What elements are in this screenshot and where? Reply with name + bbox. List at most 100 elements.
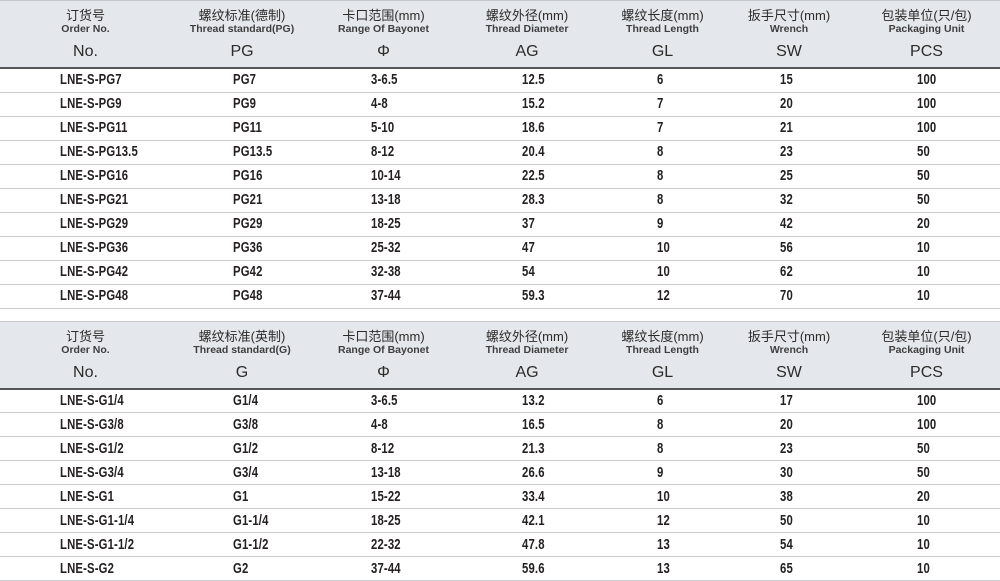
cell-value: 62 bbox=[780, 264, 793, 280]
cell-: 3-6.5 bbox=[313, 389, 454, 413]
cell-value: 9 bbox=[657, 216, 663, 232]
cell-value: 28.3 bbox=[522, 192, 545, 208]
cell-value: LNE-S-PG16 bbox=[60, 168, 128, 184]
cell-value: 47 bbox=[522, 240, 535, 256]
cell-value: 100 bbox=[917, 72, 936, 88]
cell-ag: 33.4 bbox=[454, 485, 600, 509]
cell-no: LNE-S-PG48 bbox=[0, 284, 171, 308]
cell-no: LNE-S-G3/4 bbox=[0, 461, 171, 485]
header-code: No. bbox=[2, 364, 169, 382]
cell-ag: 47 bbox=[454, 236, 600, 260]
cell-: 4-8 bbox=[313, 413, 454, 437]
cell-value: 50 bbox=[917, 192, 930, 208]
cell-value: 5-10 bbox=[371, 120, 394, 136]
cell-gl: 9 bbox=[600, 461, 725, 485]
header-label-en: Packaging Unit bbox=[855, 23, 998, 36]
cell-ag: 21.3 bbox=[454, 437, 600, 461]
cell-value: G1/4 bbox=[233, 393, 258, 409]
cell-: 13-18 bbox=[313, 188, 454, 212]
cell-value: 18-25 bbox=[371, 216, 401, 232]
cell-value: 10 bbox=[917, 288, 930, 304]
header-label-cn: 螺纹外径(mm) bbox=[456, 329, 598, 344]
cell-value: 10-14 bbox=[371, 168, 401, 184]
cell-value: 65 bbox=[780, 561, 793, 577]
cell-no: LNE-S-G1/2 bbox=[0, 437, 171, 461]
cell-no: LNE-S-PG11 bbox=[0, 116, 171, 140]
cell-value: 10 bbox=[657, 264, 670, 280]
cell-value: PG42 bbox=[233, 264, 263, 280]
cell-value: LNE-S-G1 bbox=[60, 489, 114, 505]
cell-value: PG13.5 bbox=[233, 144, 272, 160]
cell-sw: 30 bbox=[725, 461, 853, 485]
cell-gl: 6 bbox=[600, 389, 725, 413]
header-label-cn: 螺纹外径(mm) bbox=[456, 8, 598, 23]
cell-: 37-44 bbox=[313, 284, 454, 308]
cell-value: 10 bbox=[917, 264, 930, 280]
cell-value: 3-6.5 bbox=[371, 393, 398, 409]
cell-value: LNE-S-PG9 bbox=[60, 96, 122, 112]
cell-pcs: 10 bbox=[853, 284, 1000, 308]
cell-value: 10 bbox=[917, 240, 930, 256]
cell-value: LNE-S-G3/8 bbox=[60, 417, 124, 433]
cell-no: LNE-S-PG16 bbox=[0, 164, 171, 188]
header-code: SW bbox=[727, 364, 851, 382]
cell-value: 13-18 bbox=[371, 192, 401, 208]
cell-value: 20 bbox=[780, 96, 793, 112]
cell-gl: 13 bbox=[600, 533, 725, 557]
cell-ag: 13.2 bbox=[454, 389, 600, 413]
cell-value: LNE-S-G1/2 bbox=[60, 441, 124, 457]
cell-no: LNE-S-G1/4 bbox=[0, 389, 171, 413]
cell-value: 21.3 bbox=[522, 441, 545, 457]
cell-value: 10 bbox=[917, 537, 930, 553]
header-code: PG bbox=[173, 43, 311, 61]
cell-no: LNE-S-PG36 bbox=[0, 236, 171, 260]
header-label-cn: 螺纹标准(英制) bbox=[173, 329, 311, 344]
cell-sw: 70 bbox=[725, 284, 853, 308]
cell-: 4-8 bbox=[313, 92, 454, 116]
cell-gl: 6 bbox=[600, 68, 725, 92]
cell-gl: 10 bbox=[600, 485, 725, 509]
cell-sw: 20 bbox=[725, 413, 853, 437]
cell-value: PG11 bbox=[233, 120, 262, 136]
cell-ag: 54 bbox=[454, 260, 600, 284]
cell-no: LNE-S-PG42 bbox=[0, 260, 171, 284]
cell-pg: PG13.5 bbox=[171, 140, 313, 164]
cell-value: 22.5 bbox=[522, 168, 545, 184]
cell-value: 7 bbox=[657, 120, 663, 136]
cell-value: 50 bbox=[917, 144, 930, 160]
cell-value: 16.5 bbox=[522, 417, 545, 433]
cell-sw: 20 bbox=[725, 92, 853, 116]
header-label-en: Thread standard(G) bbox=[173, 344, 311, 357]
cell-value: 50 bbox=[917, 465, 930, 481]
cell-sw: 25 bbox=[725, 164, 853, 188]
cell-value: 18-25 bbox=[371, 513, 401, 529]
cell-value: 70 bbox=[780, 288, 793, 304]
cell-g: G1/2 bbox=[171, 437, 313, 461]
header-code: AG bbox=[456, 43, 598, 61]
cell-value: 13 bbox=[657, 537, 670, 553]
cell-g: G1-1/2 bbox=[171, 533, 313, 557]
cell-g: G1-1/4 bbox=[171, 509, 313, 533]
cell-value: 32 bbox=[780, 192, 793, 208]
cell-pcs: 50 bbox=[853, 164, 1000, 188]
cell-no: LNE-S-PG29 bbox=[0, 212, 171, 236]
cell-value: LNE-S-PG36 bbox=[60, 240, 128, 256]
cell-pcs: 10 bbox=[853, 236, 1000, 260]
cell-value: LNE-S-PG42 bbox=[60, 264, 128, 280]
cell-value: 4-8 bbox=[371, 417, 388, 433]
cell-: 8-12 bbox=[313, 437, 454, 461]
cell-: 13-18 bbox=[313, 461, 454, 485]
header-label-en: Order No. bbox=[2, 23, 169, 36]
cell-value: 8-12 bbox=[371, 144, 394, 160]
cell-ag: 22.5 bbox=[454, 164, 600, 188]
cell-pg: PG42 bbox=[171, 260, 313, 284]
